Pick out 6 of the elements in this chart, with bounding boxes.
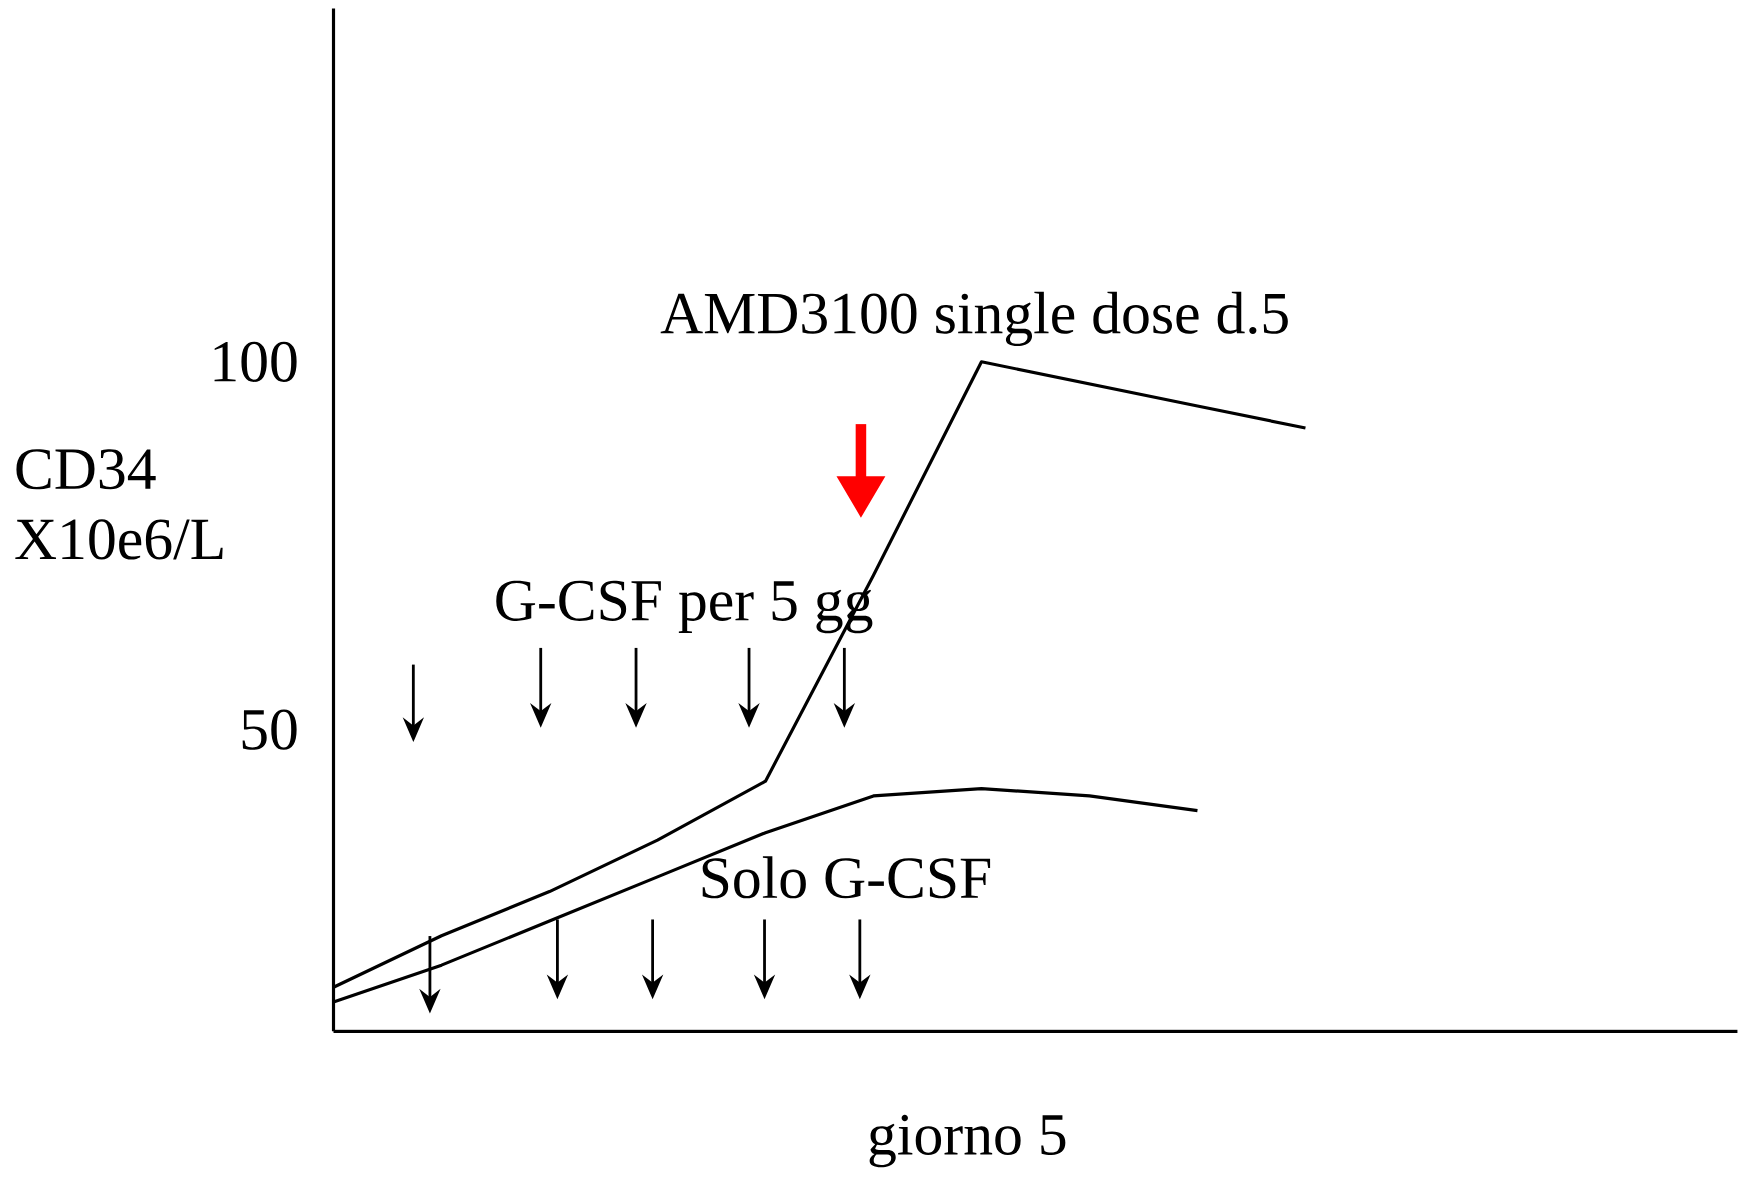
x-axis-title: giorno 5 [869, 1114, 1066, 1168]
series-label: AMD3100 single dose d.5 [660, 291, 1288, 347]
y-axis-title: CD34 X10e6/L [15, 449, 223, 560]
y-tick-label: 100 [214, 341, 297, 382]
series-label: Solo G-CSF [702, 856, 991, 899]
y-tick-label: 50 [242, 709, 297, 750]
